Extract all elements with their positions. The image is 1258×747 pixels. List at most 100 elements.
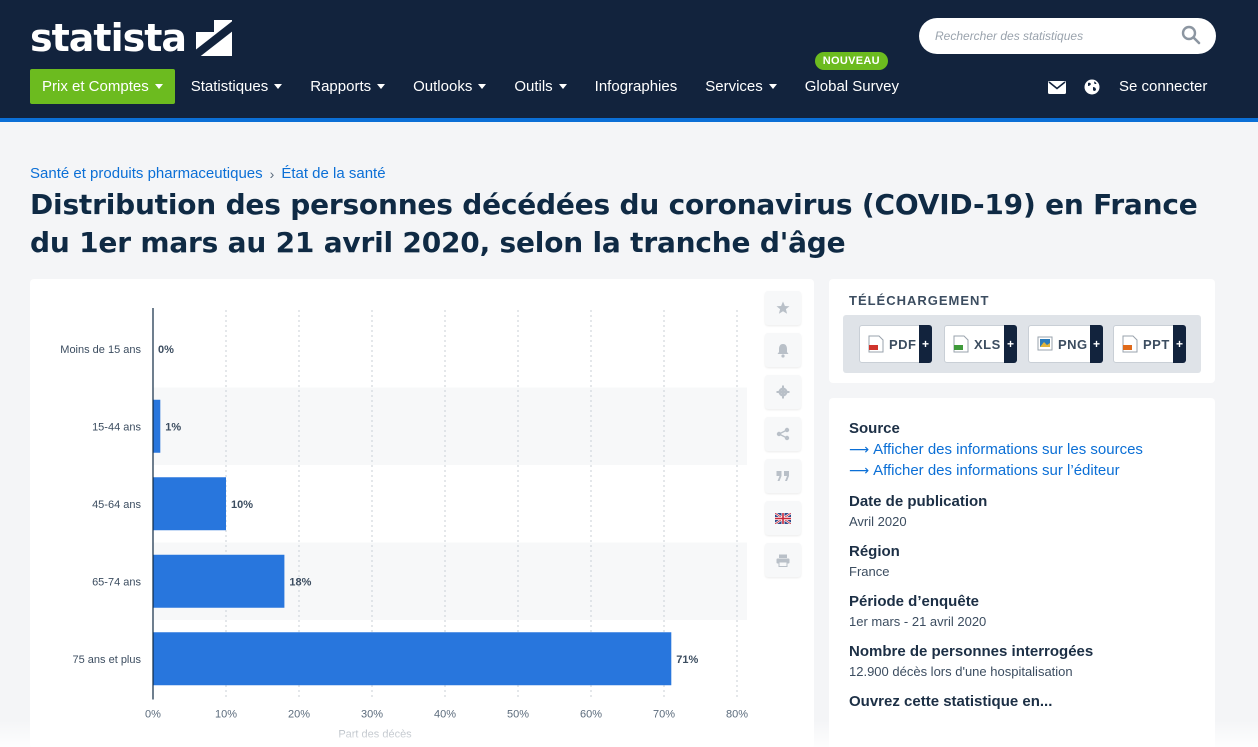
survey-period-heading: Période d’enquête	[849, 593, 980, 610]
search-input[interactable]	[935, 26, 1175, 46]
search-box	[919, 18, 1216, 54]
favorite-button[interactable]	[765, 291, 801, 325]
nav-outlooks[interactable]: Outlooks	[413, 78, 487, 95]
nav-outils[interactable]: Outils	[514, 78, 567, 95]
publisher-link-label: Afficher des informations sur l’éditeur	[873, 462, 1120, 479]
nav-services[interactable]: Services	[705, 78, 777, 95]
png-file-icon	[1037, 336, 1053, 351]
cite-button[interactable]	[765, 459, 801, 493]
star-icon	[776, 301, 790, 314]
chevron-down-icon	[154, 84, 163, 89]
ppt-file-icon	[1122, 335, 1138, 353]
print-button[interactable]	[765, 543, 801, 577]
new-badge: NOUVEAU	[814, 52, 888, 70]
row-band	[153, 387, 747, 465]
data-label: 1%	[165, 421, 181, 433]
main-nav: Prix et Comptes Statistiques Rapports Ou…	[30, 52, 927, 104]
category-label: 45-64 ans	[92, 499, 141, 511]
nav-label: Infographies	[594, 78, 678, 95]
publisher-info-link[interactable]: ⟶ Afficher des informations sur l’éditeur	[849, 462, 1195, 479]
source-info-link[interactable]: ⟶ Afficher des informations sur les sourc…	[849, 441, 1195, 458]
data-label: 71%	[676, 654, 698, 666]
x-tick-label: 80%	[726, 709, 748, 721]
data-label: 0%	[158, 344, 174, 356]
open-statistic-heading: Ouvrez cette statistique en...	[849, 693, 1053, 710]
nav-label: Services	[705, 78, 763, 95]
bar	[153, 399, 161, 453]
login-link[interactable]: Se connecter	[1119, 78, 1208, 95]
nav-label: Global Survey	[804, 78, 899, 95]
breadcrumb: Santé et produits pharmaceutiques › État…	[30, 165, 386, 182]
gear-icon	[776, 385, 790, 399]
category-label: 15-44 ans	[92, 421, 141, 433]
arrow-right-icon: ⟶	[849, 462, 870, 478]
share-icon	[776, 427, 790, 441]
breadcrumb-item[interactable]: Santé et produits pharmaceutiques	[30, 165, 263, 182]
statistic-info-card: Source ⟶ Afficher des informations sur le…	[829, 398, 1215, 747]
nav-infographies[interactable]: Infographies	[595, 78, 678, 95]
arrow-right-icon: ⟶	[849, 441, 870, 457]
settings-button[interactable]	[765, 375, 801, 409]
nav-label: Prix et Comptes	[42, 78, 149, 95]
x-tick-label: 10%	[215, 709, 237, 721]
plus-icon: +	[919, 325, 932, 363]
category-label: 75 ans et plus	[73, 654, 142, 666]
download-ppt-button[interactable]: PPT +	[1113, 325, 1186, 363]
chevron-down-icon	[377, 84, 386, 89]
quote-icon	[776, 471, 789, 481]
respondents-heading: Nombre de personnes interrogées	[849, 643, 1094, 660]
nav-prix-et-comptes[interactable]: Prix et Comptes	[30, 69, 175, 104]
mail-icon[interactable]	[1048, 81, 1066, 94]
survey-period-value: 1er mars - 21 avril 2020	[849, 614, 987, 629]
chevron-down-icon	[274, 84, 283, 89]
logo-mark-icon	[196, 20, 233, 56]
x-tick-label: 30%	[361, 709, 383, 721]
bell-icon	[777, 343, 789, 358]
publication-date-value: Avril 2020	[849, 514, 907, 529]
nav-label: Rapports	[310, 78, 372, 95]
region-heading: Région	[849, 543, 900, 560]
nav-global-survey[interactable]: NOUVEAU Global Survey	[804, 52, 899, 95]
search-icon[interactable]	[1180, 24, 1202, 46]
data-label: 10%	[231, 499, 253, 511]
logo-text: statista	[30, 16, 187, 60]
alert-button[interactable]	[765, 333, 801, 367]
x-tick-label: 70%	[653, 709, 675, 721]
globe-icon[interactable]	[1084, 79, 1100, 95]
download-xls-label: XLS	[974, 336, 1001, 352]
download-png-button[interactable]: PNG +	[1028, 325, 1103, 363]
chevron-down-icon	[478, 84, 487, 89]
chevron-down-icon	[558, 84, 567, 89]
respondents-value: 12.900 décès lors d'une hospitalisation	[849, 664, 1073, 679]
chart-card: 0% 10% 20% 30% 40% 50% 60% 70% 80% Moins de 15 an…	[30, 279, 814, 747]
nav-rapports[interactable]: Rapports	[310, 78, 386, 95]
site-header: statista Prix et Comptes Statistiques Ra…	[0, 0, 1258, 118]
x-tick-label: 50%	[507, 709, 529, 721]
nav-label: Statistiques	[190, 78, 269, 95]
download-pdf-button[interactable]: PDF +	[859, 325, 932, 363]
bottom-fade	[0, 720, 1258, 747]
bar	[153, 477, 226, 531]
flag-icon	[775, 512, 791, 524]
download-png-label: PNG	[1058, 336, 1088, 352]
chevron-right-icon: ›	[269, 165, 275, 182]
share-button[interactable]	[765, 417, 801, 451]
x-tick-label: 0%	[145, 709, 161, 721]
language-button[interactable]	[765, 501, 801, 535]
data-label: 18%	[289, 576, 311, 588]
region-value: France	[849, 564, 890, 579]
header-accent-line	[0, 118, 1258, 122]
download-card: TÉLÉCHARGEMENT PDF + XLS + PNG + PPT +	[829, 279, 1215, 383]
nav-statistiques[interactable]: Statistiques	[191, 78, 283, 95]
download-ppt-label: PPT	[1143, 336, 1170, 352]
download-xls-button[interactable]: XLS +	[944, 325, 1017, 363]
breadcrumb-item[interactable]: État de la santé	[281, 165, 386, 182]
bar	[153, 554, 285, 608]
statista-logo[interactable]: statista	[30, 16, 233, 60]
nav-label: Outlooks	[413, 78, 473, 95]
x-tick-label: 60%	[580, 709, 602, 721]
page-title: Distribution des personnes décédées du c…	[30, 188, 1198, 259]
category-label: Moins de 15 ans	[60, 344, 141, 356]
bar-chart: 0% 10% 20% 30% 40% 50% 60% 70% 80% Moins de 15 an…	[60, 308, 748, 741]
category-label: 65-74 ans	[92, 576, 141, 588]
